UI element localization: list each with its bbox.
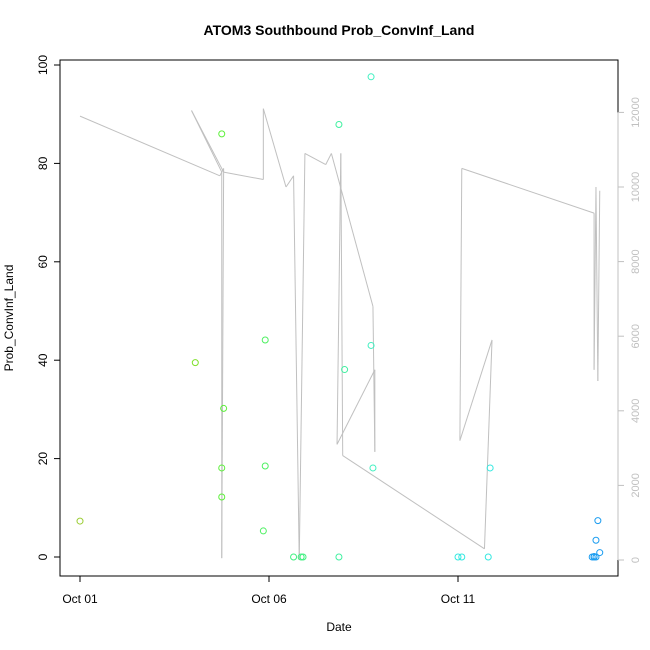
data-point — [341, 366, 349, 374]
data-point — [592, 553, 600, 561]
line-segment — [459, 339, 493, 441]
line-segment — [595, 186, 599, 381]
x-tick-label: Oct 11 — [441, 592, 476, 606]
y2-tick-label: 0 — [630, 557, 642, 563]
line-segment — [304, 152, 326, 166]
data-point — [297, 553, 305, 561]
x-tick-label: Oct 01 — [62, 592, 98, 606]
y-tick-label: 40 — [36, 353, 50, 367]
y2-tick-label: 6000 — [630, 324, 642, 348]
y-tick-label: 0 — [36, 553, 50, 560]
line-segment — [223, 171, 264, 181]
data-point — [454, 553, 462, 561]
data-point — [261, 336, 269, 344]
line-segment — [336, 153, 342, 445]
data-point — [596, 549, 604, 557]
y2-tick-label: 10000 — [630, 172, 642, 203]
y-tick-label: 20 — [36, 452, 50, 466]
y-tick-label: 80 — [36, 156, 50, 170]
data-point — [76, 517, 84, 525]
line-segment — [459, 168, 463, 441]
line-segment — [461, 167, 595, 214]
data-point — [335, 553, 343, 561]
line-segment — [330, 153, 374, 307]
x-tick-label: Oct 06 — [251, 592, 287, 606]
data-point — [220, 404, 228, 412]
data-point — [191, 359, 199, 367]
y2-tick-label: 12000 — [630, 97, 642, 128]
line-segment — [293, 175, 300, 561]
line-segment — [325, 153, 332, 165]
data-point — [367, 341, 375, 349]
line-segment — [342, 455, 485, 550]
line-segment — [597, 190, 601, 381]
y-axis-label: Prob_ConvInf_Land — [2, 265, 16, 372]
y2-tick-label: 8000 — [630, 249, 642, 273]
data-point — [290, 553, 298, 561]
line-segment — [593, 186, 597, 370]
y2-tick-label: 4000 — [630, 399, 642, 423]
y-tick-label: 100 — [36, 55, 50, 75]
data-point — [218, 130, 226, 138]
line-segment — [285, 175, 294, 188]
data-point — [594, 517, 602, 525]
data-point — [486, 464, 494, 472]
line-segment — [298, 153, 306, 561]
axes-layer: 0 20 40 60 80 100 0 2000 4000 6000 8000 10000 12000 O… — [36, 55, 642, 606]
line-segment — [262, 108, 287, 188]
data-point — [261, 462, 269, 470]
data-point — [259, 527, 267, 535]
line-segment — [483, 339, 493, 549]
line-series-layer — [79, 108, 601, 561]
data-point — [367, 73, 375, 81]
data-point — [299, 553, 307, 561]
data-point — [592, 536, 600, 544]
point-series-layer — [76, 73, 604, 561]
line-segment — [340, 153, 344, 456]
y-tick-label: 60 — [36, 255, 50, 269]
x-axis-label: Date — [326, 620, 352, 634]
chart-title: ATOM3 Southbound Prob_ConvInf_Land — [204, 22, 475, 38]
data-point — [335, 121, 343, 129]
data-point — [218, 464, 226, 472]
line-segment — [79, 115, 221, 177]
line-segment — [336, 369, 376, 445]
data-point — [458, 553, 466, 561]
data-point — [218, 493, 226, 501]
data-point — [484, 553, 492, 561]
y2-tick-label: 2000 — [630, 473, 642, 497]
data-point — [369, 464, 377, 472]
line-segment — [191, 110, 225, 173]
